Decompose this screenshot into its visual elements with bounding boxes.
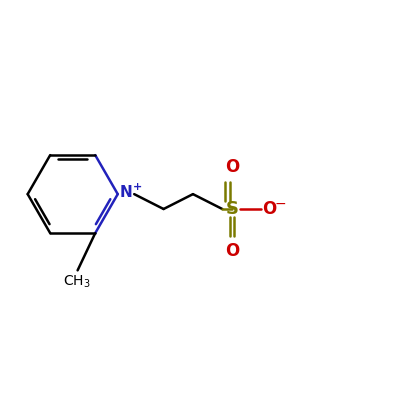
- Text: CH$_3$: CH$_3$: [63, 274, 91, 290]
- Text: O: O: [225, 242, 239, 260]
- Text: O: O: [225, 158, 239, 176]
- Text: O: O: [262, 200, 276, 218]
- Text: −: −: [274, 197, 286, 211]
- Text: +: +: [133, 182, 142, 192]
- Text: S: S: [226, 200, 239, 218]
- Text: N: N: [120, 185, 133, 200]
